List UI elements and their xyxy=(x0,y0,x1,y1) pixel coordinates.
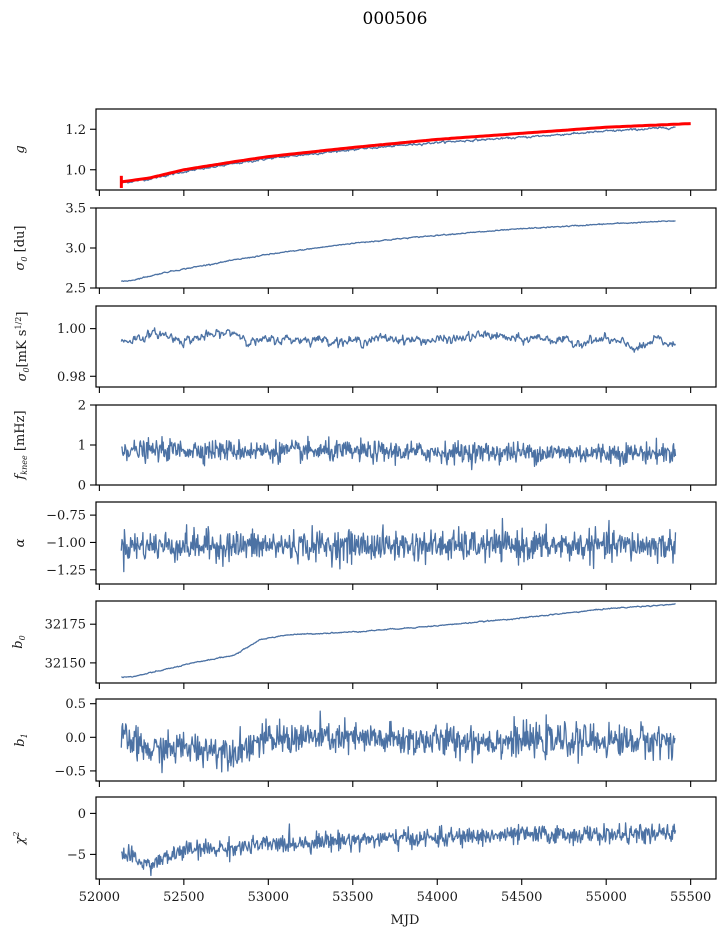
series-line-sigma0-mk xyxy=(120,327,677,353)
series-line-sigma0-du xyxy=(120,220,676,282)
y-tick-label: 32150 xyxy=(45,656,86,671)
subplot-sigma0-mk: 0.98 1.00 σ0[mK s1/2] xyxy=(14,305,717,393)
y-tick-label: 1.2 xyxy=(65,123,86,138)
subplot-fknee: 0 1 2 fknee [mHz] xyxy=(13,399,717,494)
y-tick-label: 0.5 xyxy=(65,697,86,712)
series-line-chi2 xyxy=(120,822,677,877)
x-tick-label: 53000 xyxy=(248,890,289,905)
subplot-b0: 32150 32175 b0 xyxy=(11,600,717,689)
subplots: 1.0 1.2 g 2.5 3.0 3.5 σ0 [du] 0.98 1.00 σ0[mK s1/… xyxy=(11,108,717,905)
axes-frame xyxy=(95,305,717,388)
subplot-sigma0-du: 2.5 3.0 3.5 σ0 [du] xyxy=(13,202,717,297)
subplot-g: 1.0 1.2 g xyxy=(13,108,717,196)
x-tick-label: 52500 xyxy=(163,890,204,905)
y-axis-label: σ0[mK s1/2] xyxy=(14,312,31,382)
subplot-alpha: −1.25 −1.00 −0.75 α xyxy=(13,501,717,590)
y-axis-label: g xyxy=(13,145,28,153)
x-tick-label: 54500 xyxy=(501,890,542,905)
y-tick-label: 0 xyxy=(78,479,86,494)
y-tick-label: 0.0 xyxy=(65,731,86,746)
axes-frame xyxy=(95,108,717,191)
y-tick-label: 3.5 xyxy=(65,202,86,217)
y-tick-label: 2 xyxy=(78,399,86,414)
y-axis-label: χ2 xyxy=(12,832,28,846)
fit-line xyxy=(121,122,691,184)
series-line-fknee xyxy=(120,435,677,471)
axes-frame xyxy=(95,404,717,486)
y-tick-label: −1.25 xyxy=(46,563,86,578)
y-tick-label: 1.0 xyxy=(65,163,86,178)
axes-frame xyxy=(95,796,717,880)
y-tick-label: 1.00 xyxy=(57,322,86,337)
y-tick-label: 32175 xyxy=(45,618,86,633)
chart-title: 000506 xyxy=(363,9,428,29)
y-tick-label: 2.5 xyxy=(65,282,86,297)
y-axis-label: fknee [mHz] xyxy=(13,410,29,480)
x-tick-label: 53500 xyxy=(332,890,373,905)
series-line-b1 xyxy=(120,710,676,774)
subplot-chi2: −5 0 52000 52500 53000 53500 54000 54500 55000 55… xyxy=(12,796,717,905)
y-axis-label: b1 xyxy=(13,733,29,746)
y-axis-label: b0 xyxy=(11,635,27,648)
y-tick-label: 1 xyxy=(78,439,86,454)
y-axis-label: σ0 [du] xyxy=(13,226,29,271)
y-tick-label: 3.0 xyxy=(65,242,86,257)
series-line-alpha xyxy=(120,517,677,573)
axes-frame xyxy=(95,207,717,289)
axes-frame xyxy=(95,600,717,684)
x-tick-label: 54000 xyxy=(417,890,458,905)
y-tick-label: −0.75 xyxy=(46,509,86,524)
x-axis-label: MJD xyxy=(391,913,420,928)
series-line-b0 xyxy=(121,602,676,679)
y-tick-label: −1.00 xyxy=(46,536,86,551)
x-tick-label: 52000 xyxy=(79,890,120,905)
series-line-g xyxy=(120,126,676,184)
y-tick-label: 0 xyxy=(78,807,86,822)
x-tick-label: 55000 xyxy=(586,890,627,905)
y-axis-label: α xyxy=(13,538,28,547)
y-tick-label: −0.5 xyxy=(54,764,86,779)
subplot-b1: −0.5 0.0 0.5 b1 xyxy=(13,697,717,787)
y-tick-label: 0.98 xyxy=(57,370,86,385)
y-tick-label: −5 xyxy=(67,848,86,863)
axes-frame xyxy=(95,698,717,782)
x-tick-label: 55500 xyxy=(670,890,711,905)
